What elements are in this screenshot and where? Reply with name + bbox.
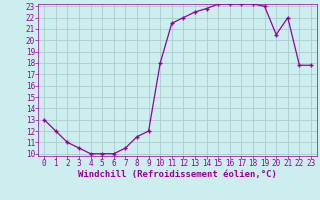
X-axis label: Windchill (Refroidissement éolien,°C): Windchill (Refroidissement éolien,°C) <box>78 170 277 179</box>
